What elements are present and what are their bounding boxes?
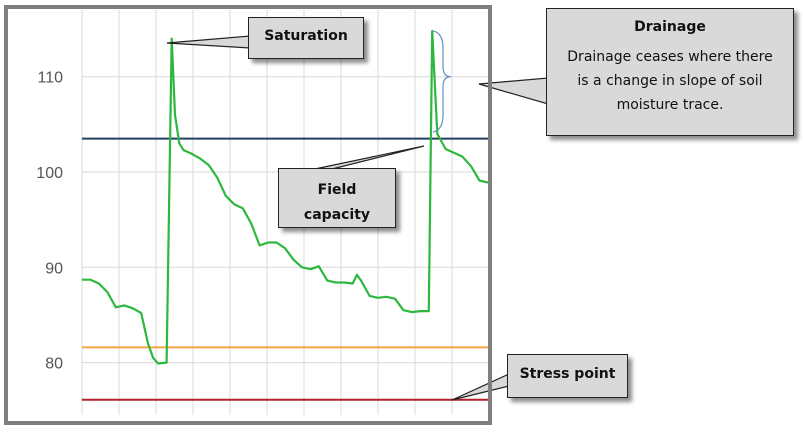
field-capacity-callout: Field capacity bbox=[278, 168, 396, 228]
stress-point-callout: Stress point bbox=[507, 354, 628, 398]
y-axis-ticks: 80 90 100 110 bbox=[36, 70, 63, 373]
saturation-label: Saturation bbox=[264, 28, 348, 44]
saturation-pointer bbox=[166, 35, 251, 49]
field-capacity-label-line2: capacity bbox=[303, 207, 371, 223]
series-lines bbox=[82, 29, 489, 365]
y-tick-label-90: 90 bbox=[45, 260, 63, 277]
stress-point-pointer bbox=[451, 373, 510, 401]
stress-point-label: Stress point bbox=[519, 366, 616, 382]
y-tick-label-100: 100 bbox=[36, 165, 63, 182]
y-tick-label-80: 80 bbox=[45, 356, 63, 373]
y-tick-label-110: 110 bbox=[37, 70, 63, 87]
drainage-text-line2: is a change in slope of soil bbox=[577, 73, 763, 89]
drainage-text-line3: moisture trace. bbox=[616, 97, 724, 113]
drainage-title: Drainage bbox=[634, 19, 706, 35]
field-capacity-pointer bbox=[309, 145, 425, 171]
chart-frame bbox=[4, 5, 492, 425]
drainage-text-line1: Drainage ceases where there bbox=[567, 49, 773, 65]
field-capacity-label-line1: Field bbox=[317, 182, 357, 198]
saturation-callout: Saturation bbox=[248, 17, 364, 59]
series-line-0 bbox=[82, 29, 489, 365]
drainage-callout: Drainage Drainage ceases where there is … bbox=[546, 8, 794, 136]
